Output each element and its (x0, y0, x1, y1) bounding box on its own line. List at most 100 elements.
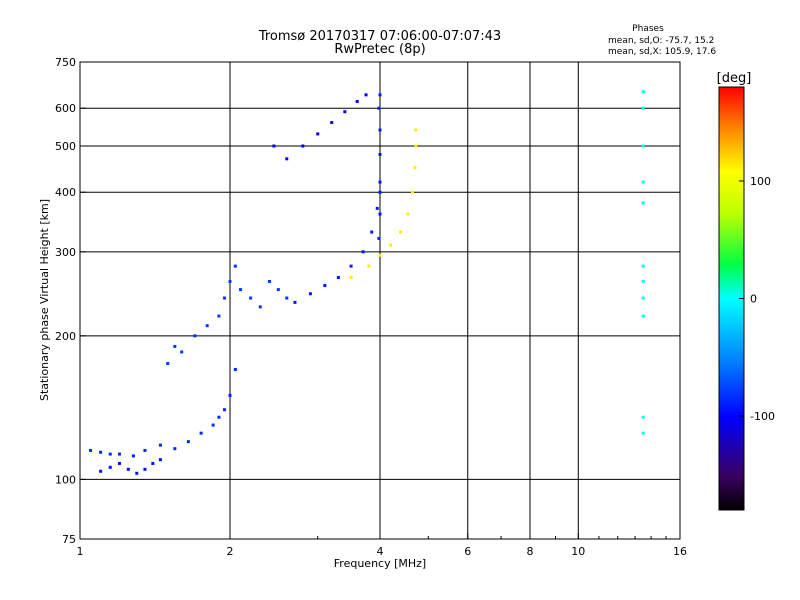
y-tick-label: 750 (55, 56, 76, 69)
data-point (99, 469, 103, 473)
data-point (355, 99, 359, 103)
data-point (316, 132, 320, 136)
data-point (89, 448, 93, 452)
data-point (378, 212, 382, 216)
data-point (223, 408, 227, 412)
data-point (131, 454, 135, 458)
colorbar-tick-label: 100 (750, 175, 771, 188)
data-point (199, 431, 203, 435)
grid (80, 62, 680, 539)
y-axis-label: Stationary phase Virtual Height [km] (38, 199, 51, 401)
data-point (414, 128, 418, 132)
y-tick-label: 600 (55, 102, 76, 115)
data-point (641, 431, 645, 435)
data-point (180, 350, 184, 354)
x-tick-label: 8 (527, 545, 534, 558)
data-point (378, 253, 382, 257)
data-point (641, 279, 645, 283)
data-point (158, 443, 162, 447)
data-point (117, 461, 121, 465)
data-point (117, 452, 121, 456)
x-tick-label: 6 (464, 545, 471, 558)
data-point (301, 144, 305, 148)
data-point (166, 361, 170, 365)
data-point (377, 236, 381, 240)
data-point (641, 201, 645, 205)
data-point (399, 230, 403, 234)
data-point (126, 467, 130, 471)
x-tick-label: 16 (673, 545, 687, 558)
data-point (367, 264, 371, 268)
data-point (233, 264, 237, 268)
data-point (370, 230, 374, 234)
colorbar-label: [deg] (717, 71, 752, 86)
x-tick-label: 10 (571, 545, 585, 558)
data-point (258, 305, 262, 309)
data-point (99, 450, 103, 454)
data-point (272, 144, 276, 148)
stats-line-x: mean, sd,X: 105.9, 17.6 (608, 47, 716, 57)
data-point (285, 296, 289, 300)
data-point (375, 206, 379, 210)
y-tick-label: 500 (55, 140, 76, 153)
data-point (377, 106, 381, 110)
data-point (158, 458, 162, 462)
data-point (267, 279, 271, 283)
data-point (343, 110, 347, 114)
data-point (364, 93, 368, 97)
x-tick-label: 2 (227, 545, 234, 558)
data-point (330, 121, 334, 125)
data-point (641, 90, 645, 94)
data-point (641, 415, 645, 419)
data-point (641, 144, 645, 148)
data-point (233, 367, 237, 371)
data-point (249, 296, 253, 300)
y-axis: 75 100 200 300 400 500 600 750 (55, 56, 86, 546)
data-point (414, 144, 418, 148)
data-points (89, 90, 645, 475)
data-point (413, 166, 417, 170)
y-tick-label: 75 (62, 533, 76, 546)
data-point (389, 243, 393, 247)
data-point (228, 393, 232, 397)
data-point (239, 288, 243, 292)
x-tick-label: 1 (77, 545, 84, 558)
data-point (378, 190, 382, 194)
data-point (143, 467, 147, 471)
data-point (411, 190, 415, 194)
data-point (205, 324, 209, 328)
colorbar-tick-label: -100 (750, 410, 775, 423)
y-tick-label: 100 (55, 473, 76, 486)
stats-heading: Phases (632, 24, 664, 34)
data-point (223, 296, 227, 300)
data-point (336, 276, 340, 280)
y-tick-label: 400 (55, 186, 76, 199)
chart-title: Tromsø 20170317 07:06:00-07:07:43 (258, 29, 501, 44)
data-point (173, 447, 177, 451)
data-point (349, 264, 353, 268)
stats-line-o: mean, sd,O: -75.7, 15.2 (608, 36, 714, 46)
data-point (378, 152, 382, 156)
data-point (378, 128, 382, 132)
data-point (293, 300, 297, 304)
data-point (378, 93, 382, 97)
x-axis-label: Frequency [MHz] (334, 557, 426, 570)
data-point (186, 440, 190, 444)
data-point (217, 415, 221, 419)
data-point (211, 423, 215, 427)
data-point (641, 314, 645, 318)
data-point (641, 296, 645, 300)
data-point (173, 344, 177, 348)
data-point (323, 283, 327, 287)
data-point (276, 288, 280, 292)
colorbar-tick-label: 0 (750, 293, 757, 306)
chart-subtitle: RwPretec (8p) (334, 42, 425, 57)
y-tick-label: 200 (55, 330, 76, 343)
data-point (641, 106, 645, 110)
data-point (406, 212, 410, 216)
data-point (143, 448, 147, 452)
data-point (193, 334, 197, 338)
data-point (349, 276, 353, 280)
